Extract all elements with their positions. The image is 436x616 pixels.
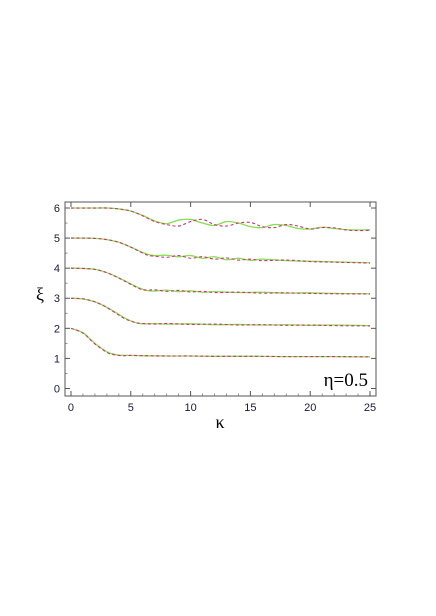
x-tick-label: 0 — [68, 402, 74, 414]
x-tick-label: 10 — [184, 402, 196, 414]
y-tick-label: 6 — [54, 203, 60, 215]
eta-annotation: η=0.5 — [324, 370, 368, 391]
series-0-curve-3 — [70, 237, 371, 264]
series-0-curve-2 — [70, 267, 371, 295]
series-1-curve-3 — [70, 237, 371, 264]
y-tick-label: 3 — [54, 293, 60, 305]
y-tick-label: 4 — [54, 263, 60, 275]
x-tick-label: 25 — [364, 402, 376, 414]
ticks-group — [65, 202, 376, 396]
y-tick-label: 1 — [54, 353, 60, 365]
y-axis-label: ξ — [36, 284, 44, 304]
series-1-curve-2 — [70, 267, 371, 295]
series-1-curve-0 — [70, 327, 371, 358]
series-1-curve-1 — [70, 297, 371, 327]
tick-labels-group: 0 5 10 15 20 25 0 1 2 3 4 5 6 — [54, 203, 376, 414]
x-tick-label: 5 — [128, 402, 134, 414]
y-tick-label: 0 — [54, 383, 60, 395]
x-axis-label: κ — [215, 412, 224, 432]
series-1-curve-4 — [70, 207, 371, 232]
curves-group — [70, 207, 371, 358]
x-tick-label: 20 — [304, 402, 316, 414]
series-0-curve-1 — [70, 297, 371, 327]
series-0-curve-4 — [70, 207, 371, 231]
y-tick-label: 2 — [54, 323, 60, 335]
x-tick-label: 15 — [244, 402, 256, 414]
series-0-curve-0 — [70, 327, 371, 358]
y-tick-label: 5 — [54, 233, 60, 245]
plot-frame — [64, 201, 377, 397]
